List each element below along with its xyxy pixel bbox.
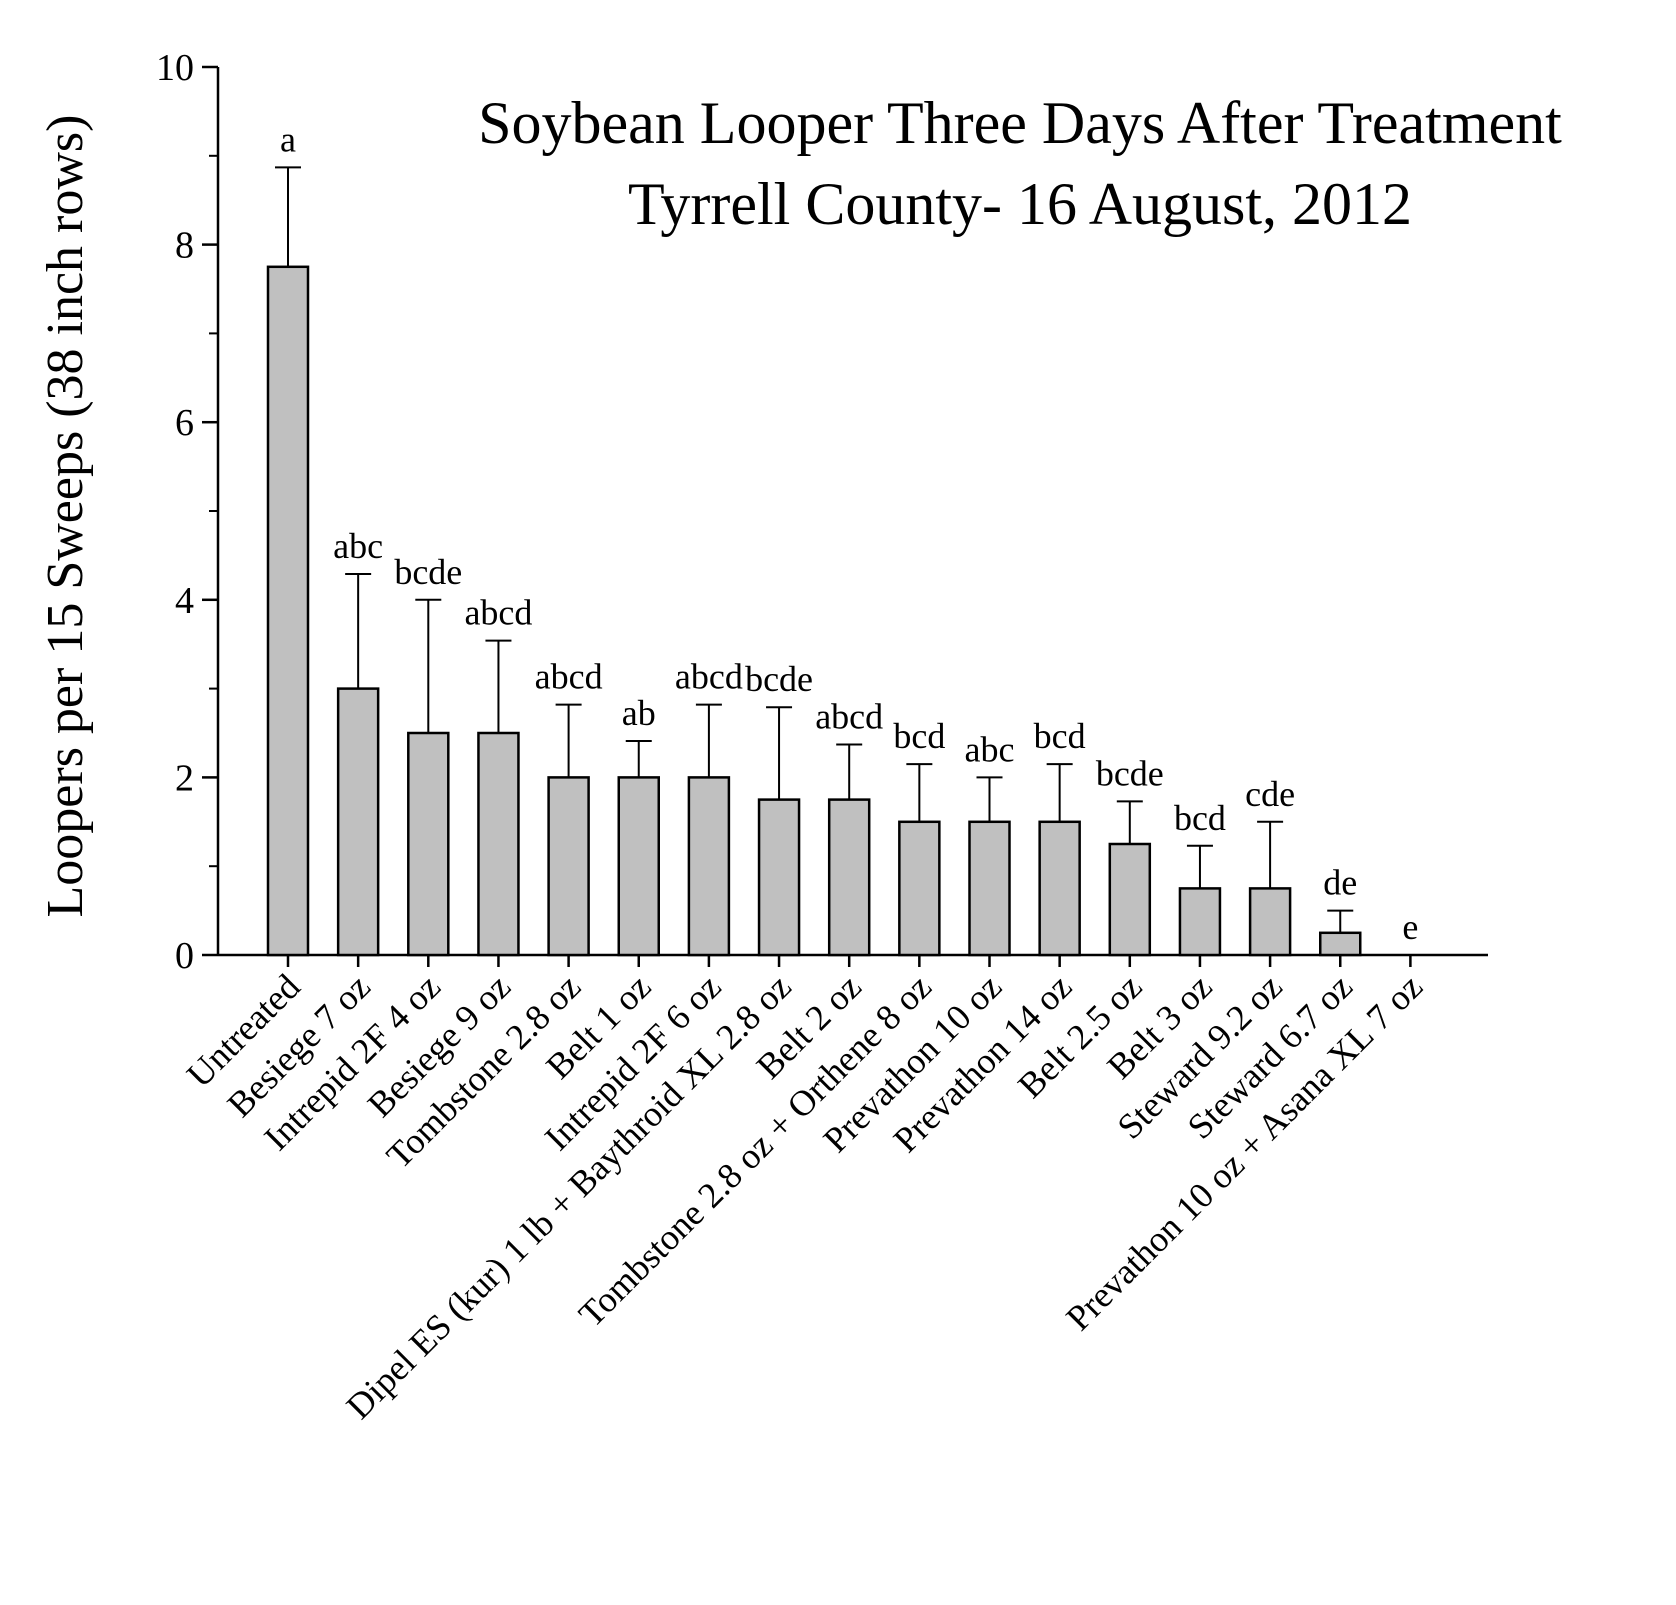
significance-letter: a [280, 119, 296, 159]
significance-letter: bcd [1034, 716, 1086, 756]
bar [266, 265, 310, 957]
bar [407, 731, 450, 957]
bar [1248, 887, 1292, 957]
significance-letter: abcd [464, 593, 532, 633]
significance-letter: abc [333, 526, 383, 566]
bar [1178, 887, 1222, 957]
significance-letter: bcde [394, 552, 462, 592]
bar [757, 798, 801, 957]
y-axis-label: Loopers per 15 Sweeps (38 inch rows) [37, 115, 94, 918]
significance-letter: bcd [1174, 798, 1226, 838]
chart-title-line-2: Tyrrell County- 16 August, 2012 [628, 171, 1412, 237]
y-tick-label: 2 [175, 757, 194, 799]
y-tick-label: 4 [175, 580, 194, 622]
bar [336, 687, 380, 957]
chart-title: Soybean Looper Three Days After Treatmen… [478, 90, 1562, 237]
significance-letter: abc [965, 729, 1015, 769]
significance-letter: e [1402, 907, 1418, 947]
significance-letter: de [1323, 863, 1357, 903]
bar [617, 776, 660, 957]
bar [687, 776, 731, 957]
y-tick-label: 10 [156, 47, 194, 89]
bar [827, 798, 871, 957]
y-tick-label: 6 [175, 402, 194, 444]
significance-letter: bcde [745, 659, 813, 699]
significance-letter: abcd [535, 657, 603, 697]
y-tick-label: 0 [175, 935, 194, 977]
significance-letter: cde [1245, 774, 1295, 814]
bar [1319, 931, 1362, 957]
bar [547, 776, 590, 957]
significance-letter: bcde [1096, 753, 1164, 793]
chart-title-line-1: Soybean Looper Three Days After Treatmen… [478, 90, 1562, 156]
significance-letter: abcd [675, 657, 743, 697]
y-tick-label: 8 [175, 225, 194, 267]
bar [1108, 842, 1152, 957]
significance-letter: ab [622, 693, 656, 733]
significance-letter: abcd [815, 697, 883, 737]
bar [898, 820, 941, 957]
bar [477, 731, 520, 957]
significance-letter: bcd [893, 716, 945, 756]
bar [1038, 820, 1081, 957]
bar [968, 820, 1011, 957]
